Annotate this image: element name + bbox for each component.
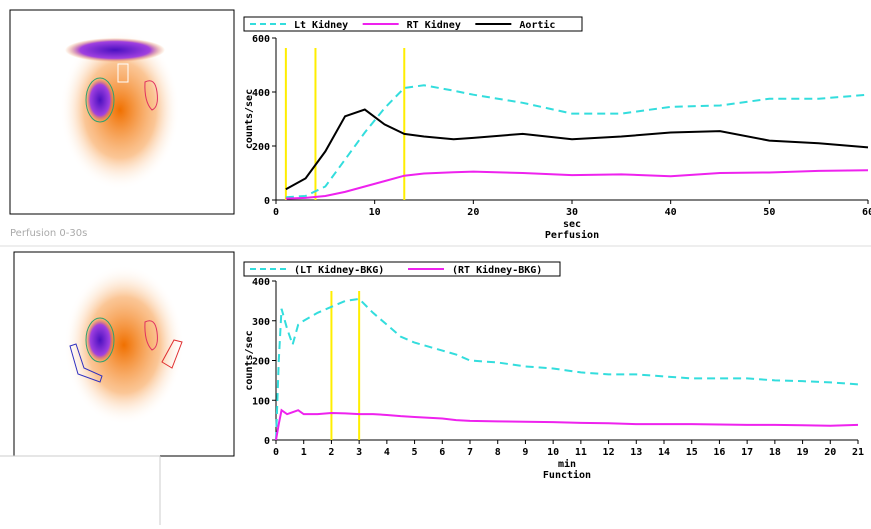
series-line xyxy=(276,299,858,440)
x-tick-label: 10 xyxy=(369,207,381,218)
x-axis-label: min xyxy=(558,458,576,470)
image-caption: Perfusion 0-30s xyxy=(10,228,87,239)
chart-subtitle: Perfusion xyxy=(545,229,599,241)
legend-label: RT Kidney xyxy=(407,19,461,31)
perfusion-image xyxy=(60,30,180,190)
legend-label: (RT Kidney-BKG) xyxy=(452,264,542,276)
x-tick-label: 10 xyxy=(547,447,559,458)
y-tick-label: 100 xyxy=(252,396,270,407)
x-tick-label: 50 xyxy=(763,207,775,218)
x-tick-label: 3 xyxy=(356,447,362,458)
x-tick-label: 1 xyxy=(301,447,307,458)
x-tick-label: 11 xyxy=(575,447,587,458)
y-axis-label: counts/sec xyxy=(244,330,255,390)
renogram-screen: Perfusion 0-30s Lt Kidney RT Kidney Aortic… xyxy=(0,0,871,525)
chart-subtitle: Function xyxy=(543,469,591,481)
x-tick-label: 20 xyxy=(824,447,836,458)
x-tick-label: 20 xyxy=(467,207,479,218)
legend-label: (LT Kidney-BKG) xyxy=(294,264,384,276)
y-tick-label: 0 xyxy=(264,196,270,207)
x-tick-label: 16 xyxy=(713,447,725,458)
x-tick-label: 8 xyxy=(495,447,501,458)
x-tick-label: 4 xyxy=(384,447,390,458)
x-tick-label: 6 xyxy=(439,447,445,458)
x-tick-label: 5 xyxy=(412,447,418,458)
series-line xyxy=(286,170,868,198)
legend-label: Lt Kidney xyxy=(294,19,348,31)
x-tick-label: 17 xyxy=(741,447,753,458)
x-tick-label: 13 xyxy=(630,447,642,458)
y-tick-label: 400 xyxy=(252,277,270,288)
x-tick-label: 2 xyxy=(328,447,334,458)
x-tick-label: 40 xyxy=(665,207,677,218)
x-tick-label: 7 xyxy=(467,447,473,458)
function-image xyxy=(64,265,184,425)
legend-label: Aortic xyxy=(519,19,555,31)
x-tick-label: 18 xyxy=(769,447,781,458)
x-tick-label: 0 xyxy=(273,447,279,458)
x-tick-label: 15 xyxy=(686,447,698,458)
x-tick-label: 0 xyxy=(273,207,279,218)
y-tick-label: 600 xyxy=(252,34,270,45)
x-tick-label: 21 xyxy=(852,447,864,458)
x-tick-label: 60 xyxy=(862,207,871,218)
x-axis-label: sec xyxy=(563,219,581,230)
x-tick-label: 30 xyxy=(566,207,578,218)
y-tick-label: 0 xyxy=(264,436,270,447)
series-line xyxy=(276,410,858,440)
y-axis-label: counts/sec xyxy=(244,89,255,149)
x-tick-label: 14 xyxy=(658,447,670,458)
x-tick-label: 12 xyxy=(603,447,615,458)
y-tick-label: 300 xyxy=(252,317,270,328)
x-tick-label: 9 xyxy=(522,447,528,458)
x-tick-label: 19 xyxy=(797,447,809,458)
